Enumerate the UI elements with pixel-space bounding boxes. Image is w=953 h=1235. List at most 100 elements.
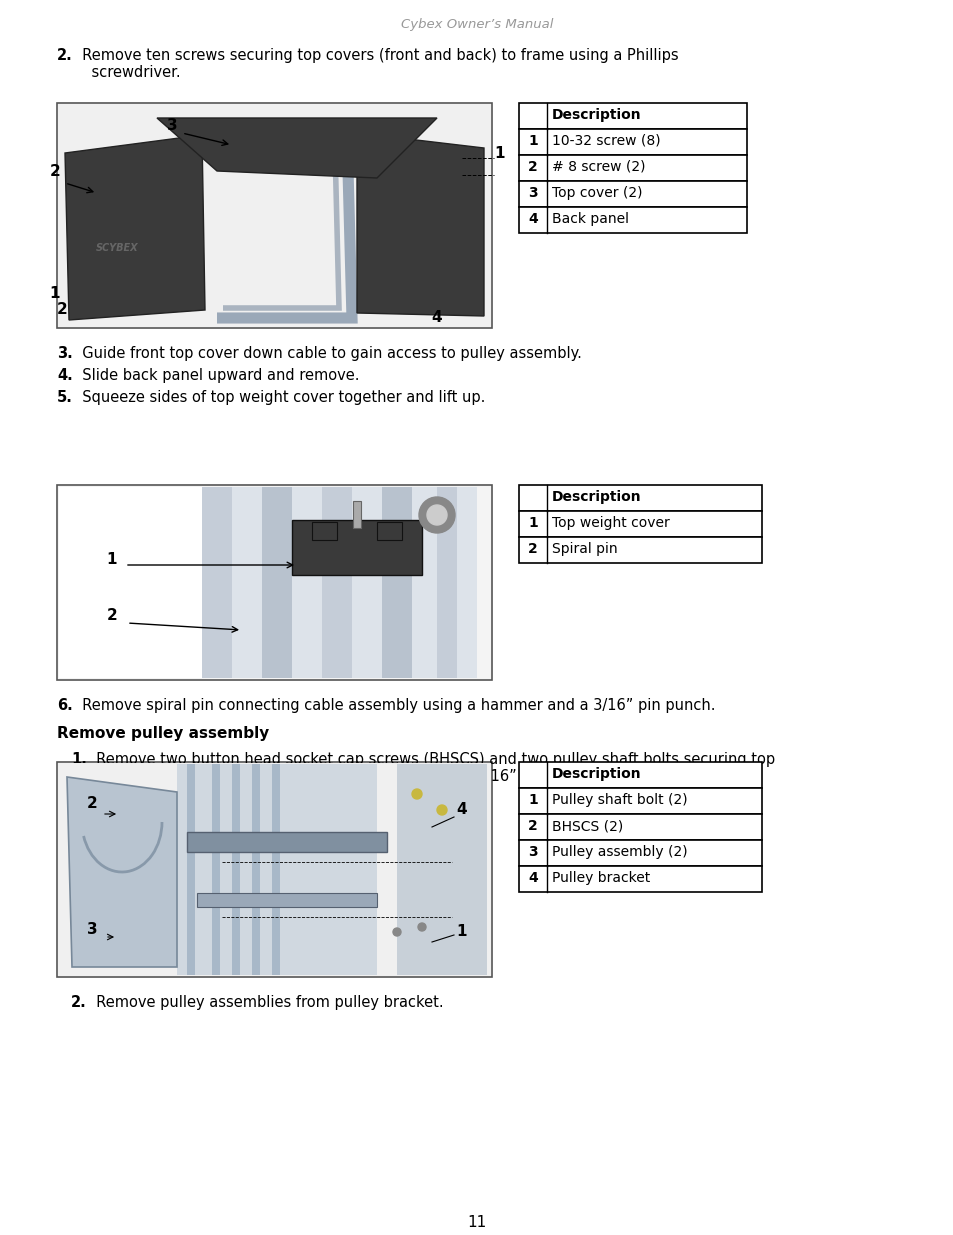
Bar [518,485,761,511]
Text: Pulley bracket: Pulley bracket [552,871,650,885]
Polygon shape [65,135,205,320]
Text: Remove two button head socket cap screws (BHSCS) and two pulley shaft bolts secu: Remove two button head socket cap screws… [87,752,774,767]
Bar [353,501,360,529]
Bar [518,840,761,866]
Text: Pulley shaft bolt (2): Pulley shaft bolt (2) [552,793,687,806]
Text: 2.: 2. [71,995,87,1010]
Bar [518,103,746,128]
Text: screwdriver.: screwdriver. [73,65,180,80]
Bar [59,487,202,678]
Text: 3: 3 [528,845,537,860]
Bar [58,487,491,679]
Text: 1: 1 [528,135,537,148]
Text: Spiral pin: Spiral pin [552,542,617,556]
Text: 1: 1 [456,925,467,940]
Text: Description: Description [552,107,641,122]
Text: 4: 4 [456,803,467,818]
Bar [312,522,336,540]
Bar [232,764,240,974]
Bar [518,128,746,156]
Circle shape [417,923,426,931]
Text: BHSCS (2): BHSCS (2) [552,819,622,832]
Bar [212,764,220,974]
Bar [322,487,352,678]
Text: Description: Description [552,767,641,781]
Text: Pulley assembly (2): Pulley assembly (2) [552,845,687,860]
Text: SCYBEX: SCYBEX [95,243,138,253]
Text: 1.: 1. [71,752,87,767]
Bar [518,511,761,537]
Circle shape [393,927,400,936]
Circle shape [427,505,447,525]
Text: Guide front top cover down cable to gain access to pulley assembly.: Guide front top cover down cable to gain… [73,346,581,361]
Bar [57,485,492,680]
Circle shape [436,805,447,815]
Text: Slide back panel upward and remove.: Slide back panel upward and remove. [73,368,359,383]
Text: 2: 2 [528,161,537,174]
Bar [518,182,746,207]
Text: 5.: 5. [57,390,72,405]
Bar [272,764,280,974]
Polygon shape [356,133,483,316]
Text: 10-32 screw (8): 10-32 screw (8) [552,135,659,148]
Bar [177,764,376,974]
Bar [252,764,260,974]
Bar [292,520,421,576]
Text: Remove ten screws securing top covers (front and back) to frame using a Phillips: Remove ten screws securing top covers (f… [73,48,678,63]
Bar [518,814,761,840]
Bar [396,764,486,974]
Bar [352,487,381,678]
Text: 2: 2 [50,163,60,179]
Bar [58,104,491,327]
Text: 1: 1 [528,793,537,806]
Text: 3: 3 [167,117,177,132]
Bar [57,103,492,329]
Text: 1: 1 [50,285,60,300]
Text: Top cover (2): Top cover (2) [552,186,641,200]
Text: Back panel: Back panel [552,212,628,226]
Text: 1: 1 [107,552,117,568]
Text: 4: 4 [432,310,442,326]
Bar [232,487,262,678]
Bar [518,788,761,814]
Text: Top weight cover: Top weight cover [552,516,669,530]
Text: two pulley assemblies to pulley bracket using two 5/16” Allen wrenches.: two pulley assemblies to pulley bracket … [87,769,637,784]
Bar [441,487,472,678]
Text: 4: 4 [528,871,537,885]
Text: 4.: 4. [57,368,72,383]
Polygon shape [67,777,177,967]
Text: 1: 1 [528,516,537,530]
Bar [58,763,491,976]
Text: Remove pulley assemblies from pulley bracket.: Remove pulley assemblies from pulley bra… [87,995,443,1010]
Circle shape [418,496,455,534]
Bar [262,487,292,678]
Bar [436,487,456,678]
Text: 6.: 6. [57,698,72,713]
Bar [518,156,746,182]
Circle shape [412,789,421,799]
Text: 2: 2 [528,542,537,556]
Text: 3: 3 [87,921,97,936]
Text: Remove spiral pin connecting cable assembly using a hammer and a 3/16” pin punch: Remove spiral pin connecting cable assem… [73,698,715,713]
Bar [187,832,387,852]
Text: 4: 4 [528,212,537,226]
Text: Cybex Owner’s Manual: Cybex Owner’s Manual [400,19,553,31]
Bar [196,893,376,906]
Bar [518,762,761,788]
Bar [518,866,761,892]
Text: Remove pulley assembly: Remove pulley assembly [57,726,269,741]
Text: Squeeze sides of top weight cover together and lift up.: Squeeze sides of top weight cover togeth… [73,390,485,405]
Bar [518,537,761,563]
Text: 11: 11 [467,1215,486,1230]
Bar [456,487,476,678]
Text: # 8 screw (2): # 8 screw (2) [552,161,645,174]
Text: 3: 3 [528,186,537,200]
Text: Description: Description [552,490,641,504]
Bar [202,487,232,678]
Bar [57,762,492,977]
Bar [376,522,401,540]
Text: 2.: 2. [57,48,72,63]
Bar [412,487,441,678]
Bar [381,487,412,678]
Text: 2: 2 [107,608,117,622]
